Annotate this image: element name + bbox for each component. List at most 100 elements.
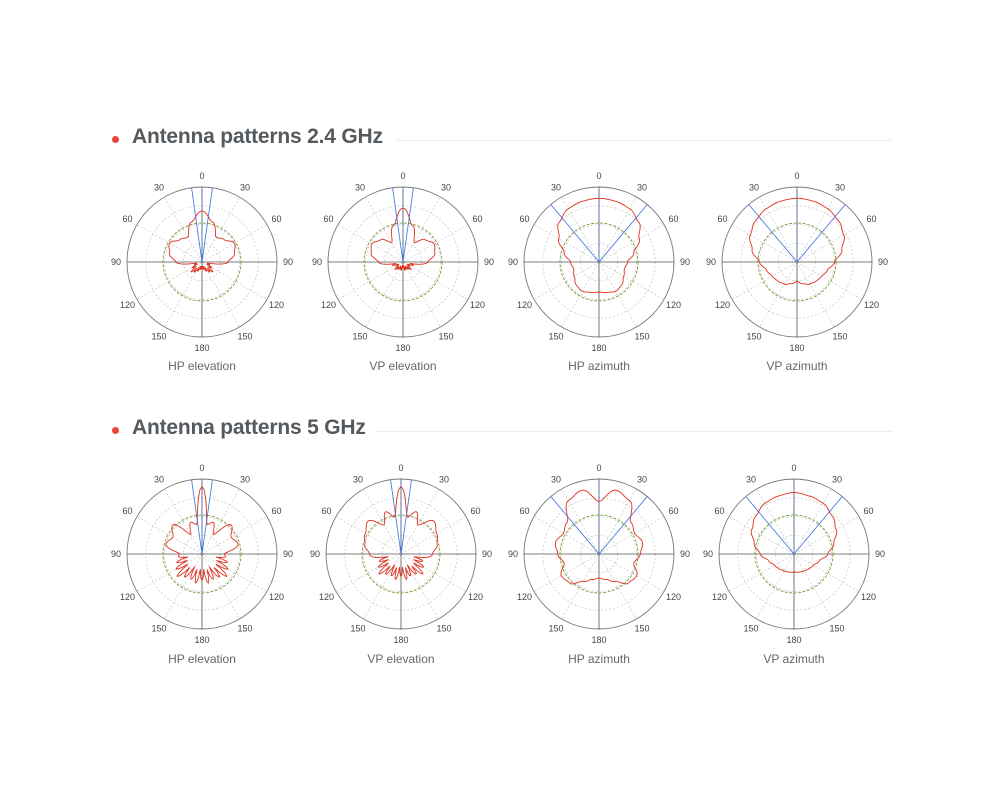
angle-label: 0 — [199, 463, 204, 473]
angle-label: 90 — [283, 549, 293, 559]
grid-spoke — [164, 553, 203, 620]
reference-circle — [361, 514, 441, 594]
angle-label: 120 — [712, 592, 727, 602]
angle-label: 120 — [517, 300, 532, 310]
angle-label: 180 — [786, 635, 801, 645]
grid-spoke — [164, 196, 203, 263]
beam-line — [745, 496, 795, 555]
angle-label: 30 — [551, 475, 561, 485]
angle-label: 60 — [520, 506, 530, 516]
angle-label: 60 — [324, 214, 334, 224]
grid-spoke — [400, 553, 467, 592]
angle-label: 150 — [743, 623, 758, 633]
grid-spoke — [365, 261, 404, 328]
angle-label: 90 — [680, 257, 690, 267]
chart-caption: HP elevation — [168, 359, 236, 373]
grid-spoke — [561, 196, 600, 263]
grid-spoke — [756, 488, 795, 555]
beam-line — [793, 496, 843, 555]
angle-label: 90 — [508, 549, 518, 559]
beam-line — [402, 187, 414, 263]
polar-plot: 0 30 60 90 120 150 180 150 120 90 60 30 — [508, 171, 690, 353]
reference-circle — [162, 222, 242, 302]
angle-label: 120 — [120, 300, 135, 310]
reference-circle — [162, 514, 242, 594]
angle-label: 30 — [835, 183, 845, 193]
grid-spoke — [533, 224, 600, 263]
grid-spoke — [598, 553, 665, 592]
angle-label: 0 — [596, 463, 601, 473]
angle-label: 90 — [703, 549, 713, 559]
grid-spoke — [598, 516, 665, 555]
grid-spoke — [561, 488, 600, 555]
angle-label: 120 — [715, 300, 730, 310]
grid-spoke — [598, 261, 665, 300]
angle-label: 90 — [680, 549, 690, 559]
angle-label: 120 — [468, 592, 483, 602]
angle-label: 150 — [634, 331, 649, 341]
angle-label: 30 — [154, 475, 164, 485]
polar-chart: 0 30 60 90 120 150 180 150 120 90 60 30 — [308, 167, 498, 357]
grid-spoke — [337, 261, 404, 300]
bullet-icon — [112, 427, 119, 434]
angle-label: 180 — [591, 635, 606, 645]
grid-spoke — [363, 488, 402, 555]
angle-label: 90 — [878, 257, 888, 267]
angle-label: 60 — [123, 506, 133, 516]
angle-label: 120 — [321, 300, 336, 310]
angle-label: 30 — [353, 475, 363, 485]
pattern-curve — [750, 492, 838, 573]
grid-spoke — [756, 553, 795, 620]
polar-plot: 0 30 60 90 120 150 180 150 120 90 60 30 — [310, 463, 492, 645]
beam-line — [400, 479, 412, 555]
chart-caption: VP azimuth — [763, 652, 825, 666]
grid-spoke — [201, 553, 240, 620]
angle-label: 30 — [240, 183, 250, 193]
chart-caption: HP elevation — [168, 652, 236, 666]
polar-plot: 0 30 60 90 120 150 180 150 120 90 60 30 — [508, 463, 690, 645]
polar-chart: 0 30 60 90 120 150 180 150 120 90 60 30 — [702, 167, 892, 357]
angle-label: 120 — [319, 592, 334, 602]
angle-label: 0 — [398, 463, 403, 473]
grid-spoke — [561, 553, 600, 620]
grid-spoke — [402, 224, 469, 263]
angle-label: 180 — [395, 343, 410, 353]
grid-spoke — [598, 224, 665, 263]
grid-spoke — [598, 196, 637, 263]
grid-spoke — [793, 488, 832, 555]
angle-label: 30 — [551, 183, 561, 193]
grid-spoke — [533, 553, 600, 592]
angle-label: 60 — [472, 214, 482, 224]
angle-label: 90 — [111, 257, 121, 267]
angle-label: 150 — [237, 331, 252, 341]
beam-line — [796, 204, 846, 263]
grid-spoke — [136, 553, 203, 592]
angle-label: 120 — [864, 300, 879, 310]
angle-label: 0 — [596, 171, 601, 181]
angle-label: 60 — [470, 506, 480, 516]
beam-line — [201, 479, 213, 555]
beam-line — [550, 204, 600, 263]
chart-caption: VP azimuth — [766, 359, 828, 373]
polar-chart: 0 30 60 90 120 150 180 150 120 90 60 30 — [699, 459, 889, 649]
beam-line — [201, 187, 213, 263]
beam-line — [191, 479, 203, 555]
grid-spoke — [201, 516, 268, 555]
angle-label: 60 — [271, 214, 281, 224]
grid-spoke — [598, 553, 637, 620]
bullet-icon — [112, 136, 119, 143]
grid-spoke — [136, 516, 203, 555]
angle-label: 60 — [866, 214, 876, 224]
angle-label: 120 — [269, 300, 284, 310]
grid-spoke — [400, 516, 467, 555]
grid-spoke — [793, 553, 860, 592]
grid-spoke — [796, 196, 835, 263]
angle-label: 150 — [548, 331, 563, 341]
beam-line — [191, 187, 203, 263]
grid-spoke — [402, 196, 441, 263]
angle-label: 30 — [832, 475, 842, 485]
pattern-curve — [370, 207, 436, 271]
angle-label: 90 — [484, 257, 494, 267]
reference-circle — [757, 222, 837, 302]
grid-spoke — [598, 261, 637, 328]
